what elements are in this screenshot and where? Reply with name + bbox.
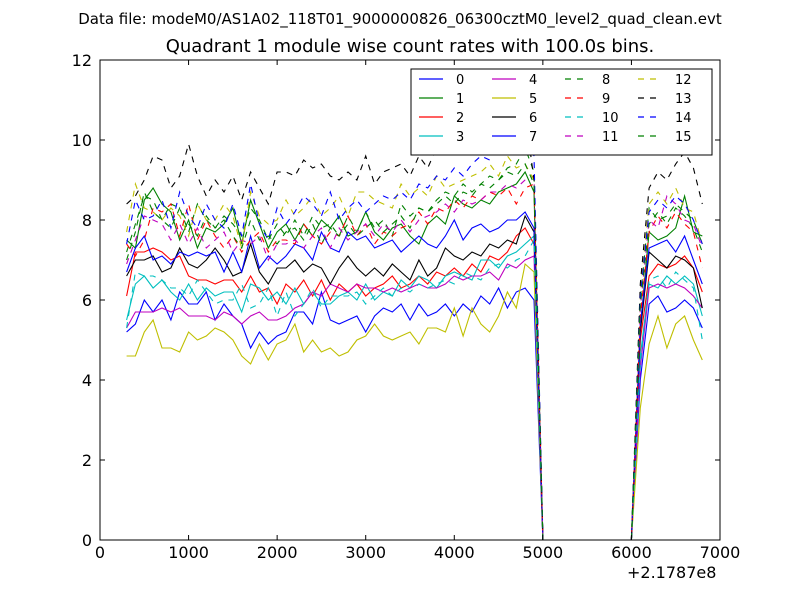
y-tick-label: 8: [82, 211, 92, 230]
legend-label-9: 9: [602, 92, 610, 107]
legend-label-5: 5: [529, 92, 537, 107]
legend-label-11: 11: [602, 130, 619, 145]
series-line-14: [126, 131, 703, 541]
series-line-4: [126, 255, 703, 541]
series-line-12: [126, 154, 703, 541]
legend-label-7: 7: [529, 130, 537, 145]
x-tick-label: 5000: [522, 543, 563, 562]
series-line-13: [126, 109, 703, 541]
chart-title: Quadrant 1 module wise count rates with …: [165, 36, 655, 57]
legend-label-14: 14: [675, 111, 692, 126]
legend-label-3: 3: [456, 130, 464, 145]
x-tick-label: 3000: [345, 543, 386, 562]
series-line-6: [126, 214, 703, 541]
y-tick-label: 4: [82, 371, 92, 390]
series-line-8: [126, 146, 703, 541]
legend-label-12: 12: [675, 73, 692, 88]
x-tick-label: 2000: [257, 543, 298, 562]
x-tick-label: 0: [95, 543, 105, 562]
series-line-1: [126, 170, 703, 541]
legend-label-8: 8: [602, 73, 610, 88]
legend-box: [410, 68, 713, 156]
series-line-5: [126, 262, 703, 541]
series-line-3: [126, 234, 703, 541]
legend-label-2: 2: [456, 111, 464, 126]
legend-label-15: 15: [675, 130, 692, 145]
series-line-7: [126, 211, 703, 541]
y-tick-label: 12: [72, 51, 92, 70]
legend-label-1: 1: [456, 92, 464, 107]
series-line-0: [126, 286, 703, 541]
y-tick-label: 0: [82, 531, 92, 550]
series-line-2: [126, 227, 703, 541]
series-line-15: [126, 162, 703, 541]
data-file-label: Data file: modeM0/AS1A02_118T01_90000008…: [78, 10, 722, 28]
legend-label-0: 0: [456, 73, 464, 88]
x-tick-label: 1000: [168, 543, 209, 562]
x-tick-label: 7000: [700, 543, 741, 562]
x-tick-label: 6000: [611, 543, 652, 562]
x-tick-label: 4000: [434, 543, 475, 562]
legend-label-10: 10: [602, 111, 619, 126]
legend-label-4: 4: [529, 73, 537, 88]
x-axis-offset-label: +2.1787e8: [627, 563, 717, 582]
legend-label-13: 13: [675, 92, 692, 107]
series-line-9: [126, 183, 703, 541]
legend-label-6: 6: [529, 111, 537, 126]
y-tick-label: 10: [72, 131, 92, 150]
y-tick-label: 6: [82, 291, 92, 310]
y-tick-label: 2: [82, 451, 92, 470]
series-line-10: [126, 237, 703, 541]
